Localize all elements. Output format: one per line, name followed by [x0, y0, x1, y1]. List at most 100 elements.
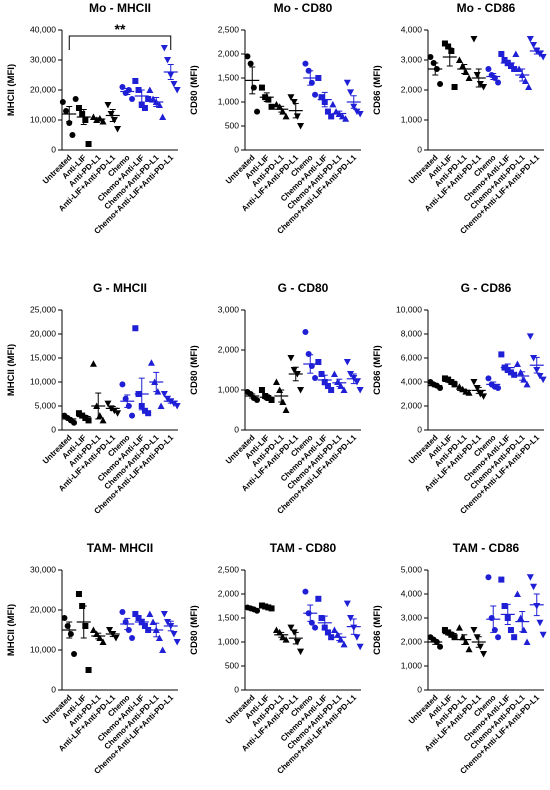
y-tick-label: 1,000: [401, 114, 423, 124]
point: [85, 417, 92, 424]
y-tick-label: 500: [225, 660, 239, 670]
point: [159, 646, 167, 653]
point: [485, 66, 492, 72]
y-tick-label: 0: [417, 144, 422, 154]
point: [539, 54, 547, 61]
point: [157, 402, 165, 409]
point: [258, 387, 265, 393]
y-tick-label: 1,000: [401, 660, 423, 670]
point: [526, 36, 534, 43]
point: [164, 395, 172, 403]
point: [498, 576, 505, 583]
y-tick-label: 0: [51, 424, 56, 434]
point: [170, 81, 178, 88]
point: [149, 95, 157, 102]
y-tick-label: 30,000: [30, 564, 56, 574]
y-tick-label: 10,000: [30, 376, 56, 386]
chart-title: G - CD80: [278, 281, 329, 295]
point: [318, 94, 325, 101]
point: [437, 385, 444, 391]
y-axis-label: CD80 (MFI): [189, 345, 200, 395]
panel: TAM - CD80 CD80 (MFI) 0 500 1,000 1,500 2,000 2…: [189, 541, 364, 776]
panel: G - CD86 CD86 (MFI) 0 2,000 4,000 6,000 8,000 1…: [372, 281, 547, 516]
y-tick-label: 6,000: [401, 352, 423, 362]
point: [79, 111, 86, 117]
point: [315, 75, 322, 81]
point: [338, 112, 346, 120]
point: [85, 667, 92, 673]
point: [247, 60, 254, 67]
point: [99, 416, 107, 424]
point: [107, 111, 115, 118]
point: [353, 634, 361, 641]
point: [155, 634, 163, 641]
point: [343, 359, 351, 366]
point: [455, 624, 463, 631]
point: [520, 376, 528, 383]
point: [470, 627, 478, 634]
point: [495, 385, 502, 391]
y-tick-label: 15,000: [30, 352, 56, 362]
point: [470, 379, 478, 386]
point: [448, 48, 455, 54]
point: [356, 387, 364, 394]
point: [75, 105, 82, 111]
point: [110, 117, 118, 124]
point: [268, 103, 275, 110]
point: [459, 62, 467, 69]
point: [132, 325, 139, 332]
y-tick-label: 2,000: [401, 636, 423, 646]
point: [507, 627, 514, 633]
point: [145, 627, 152, 633]
point: [287, 355, 295, 362]
point: [89, 360, 97, 367]
point: [480, 651, 488, 658]
point: [104, 102, 112, 109]
point: [160, 45, 168, 52]
point: [437, 643, 444, 650]
point: [282, 636, 290, 643]
point: [149, 618, 157, 625]
y-tick-label: 0: [51, 144, 56, 154]
point: [129, 635, 136, 641]
point: [328, 113, 335, 120]
panel: Mo - CD86 CD86 (MFI) 0 1,000 2,000 3,000 4,000…: [372, 1, 547, 236]
y-tick-label: 20,000: [30, 84, 56, 94]
y-tick-label: 0: [234, 424, 239, 434]
chart-title: Mo - MHCII: [89, 1, 151, 15]
point: [324, 629, 331, 636]
point: [465, 645, 473, 653]
point: [132, 78, 139, 84]
point: [287, 624, 295, 632]
y-axis-label: MHCII (MFI): [6, 344, 17, 396]
point: [141, 623, 148, 629]
point: [513, 590, 521, 597]
chart-title: G - CD86: [461, 281, 512, 295]
panel: Mo - MHCII MHCII (MFI) 0 10,000 20,000 30,000…: [6, 1, 181, 236]
chart-title: Mo - CD80: [274, 1, 333, 15]
y-tick-label: 2,000: [401, 84, 423, 94]
point: [347, 371, 355, 378]
point: [132, 611, 139, 617]
chart-title: G - MHCII: [93, 281, 147, 295]
y-axis-label: CD86 (MFI): [372, 345, 383, 395]
point: [302, 588, 309, 595]
point: [356, 643, 364, 651]
point: [71, 651, 78, 657]
point: [445, 376, 452, 383]
y-axis-label: MHCII (MFI): [6, 604, 17, 656]
point: [89, 626, 97, 633]
point: [507, 369, 514, 376]
point: [290, 99, 298, 106]
point: [451, 381, 458, 388]
point: [353, 108, 361, 116]
point: [441, 375, 448, 382]
y-axis-label: CD80 (MFI): [189, 605, 200, 655]
y-tick-label: 8,000: [401, 328, 423, 338]
y-tick-label: 2,000: [218, 48, 240, 58]
point: [164, 619, 172, 626]
point: [315, 595, 322, 602]
point: [511, 634, 518, 641]
